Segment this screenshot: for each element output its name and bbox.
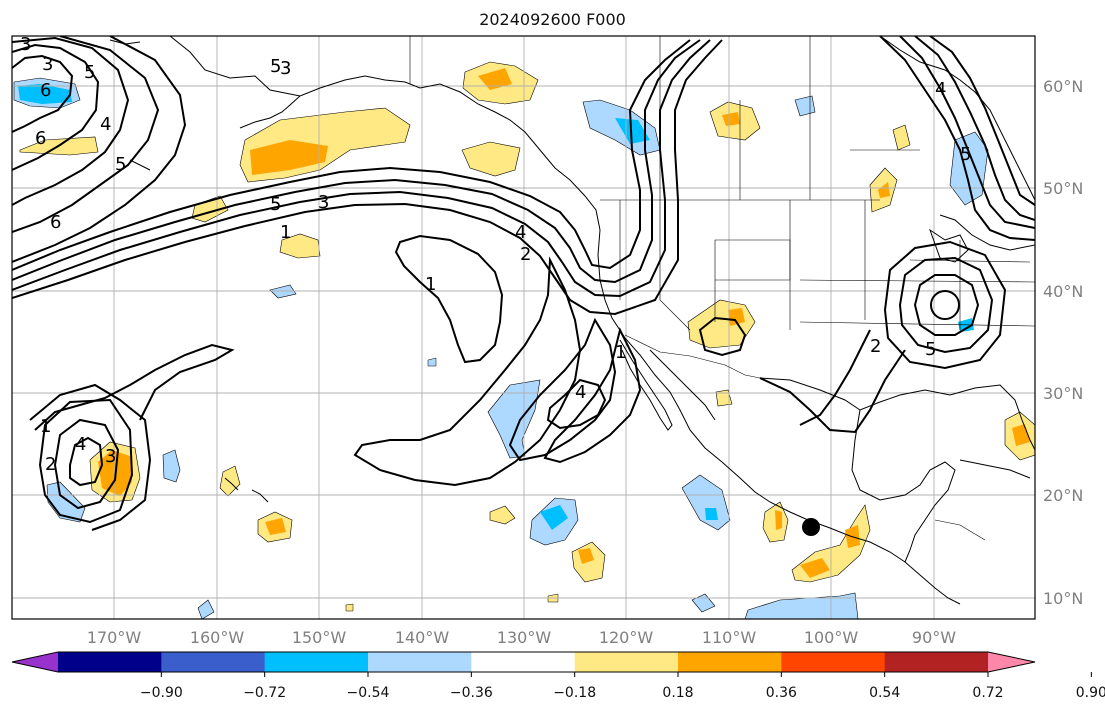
- svg-text:1: 1: [280, 222, 291, 243]
- svg-text:4: 4: [100, 114, 111, 135]
- lat-label-60: 60°N: [1043, 77, 1083, 96]
- svg-text:4: 4: [575, 382, 586, 403]
- colorbar-tick-label: −0.90: [140, 685, 183, 701]
- colorbar-tick-label: 0.72: [972, 685, 1003, 701]
- colorbar-tick-label: −0.18: [553, 685, 596, 701]
- lon-label-140: 140°W: [395, 628, 450, 647]
- lon-label-110: 110°W: [702, 628, 757, 647]
- lon-label-120: 120°W: [599, 628, 654, 647]
- lon-label-150: 150°W: [292, 628, 347, 647]
- svg-text:5: 5: [960, 144, 971, 165]
- svg-text:4: 4: [75, 434, 86, 455]
- svg-text:6: 6: [35, 128, 46, 149]
- lon-label-170: 170°W: [87, 628, 142, 647]
- svg-text:5: 5: [270, 56, 281, 77]
- colorbar-tick-label: −0.36: [450, 685, 493, 701]
- latitude-labels: 60°N 50°N 40°N 30°N 20°N 10°N: [1043, 77, 1083, 608]
- svg-text:3: 3: [42, 54, 53, 75]
- lat-label-30: 30°N: [1043, 384, 1083, 403]
- graticule: [12, 36, 1035, 619]
- svg-text:2: 2: [870, 336, 881, 357]
- colorbar-outline: [11, 651, 1036, 673]
- colorbar-tick-label: 0.18: [662, 685, 693, 701]
- colorbar-segment: [781, 652, 886, 672]
- svg-text:5: 5: [925, 339, 936, 360]
- storm-position-dot: [802, 518, 820, 536]
- map-frame: [11, 35, 1036, 620]
- positive-shading: [19, 61, 1035, 612]
- colorbar-extend-low: [12, 652, 58, 672]
- colorbar-tick-label: −0.54: [347, 685, 390, 701]
- lat-label-20: 20°N: [1043, 486, 1083, 505]
- colorbar-segment: [161, 652, 266, 672]
- lon-label-100: 100°W: [804, 628, 859, 647]
- colorbar-segment: [368, 652, 472, 672]
- coastlines: [109, 36, 1035, 605]
- colorbar-tick-label: 0.36: [766, 685, 797, 701]
- svg-text:3: 3: [318, 192, 329, 213]
- colorbar-segment: [574, 652, 679, 672]
- svg-text:6: 6: [40, 80, 51, 101]
- colorbar-tick-label: −0.72: [243, 685, 286, 701]
- svg-text:4: 4: [935, 79, 946, 100]
- svg-text:3: 3: [105, 446, 116, 467]
- svg-text:5: 5: [84, 62, 95, 83]
- colorbar-extend-high: [988, 652, 1035, 672]
- svg-text:6: 6: [50, 212, 61, 233]
- colorbar-tick-label: 0.54: [869, 685, 900, 701]
- lat-label-10: 10°N: [1043, 589, 1083, 608]
- colorbar: −0.90 −0.72 −0.54 −0.36 −0.18 0.18 0.36 0.54 0.7…: [11, 651, 1105, 701]
- colorbar-segment: [678, 652, 782, 672]
- colorbar-segment: [884, 652, 989, 672]
- colorbar-tick-label: 0.90: [1076, 685, 1105, 701]
- contours: [12, 36, 1035, 531]
- svg-text:1: 1: [615, 342, 626, 363]
- page-title: 2024092600 F000: [479, 10, 626, 29]
- svg-text:2: 2: [520, 244, 531, 265]
- colorbar-segment: [471, 652, 576, 672]
- lon-label-90: 90°W: [912, 628, 956, 647]
- svg-text:1: 1: [40, 416, 51, 437]
- lon-label-160: 160°W: [190, 628, 245, 647]
- contour-labels: 3 5 6 4 5 6 5 3 6 5 3 1 1 4 2 4 4 1 3 2 …: [20, 34, 971, 475]
- lat-label-50: 50°N: [1043, 179, 1083, 198]
- svg-text:3: 3: [280, 58, 291, 79]
- colorbar-segment: [264, 652, 369, 672]
- svg-text:1: 1: [425, 274, 436, 295]
- colorbar-segment: [58, 652, 162, 672]
- map-panel: 3 5 6 4 5 6 5 3 6 5 3 1 1 4 2 4 4 1 3 2 …: [12, 34, 1035, 619]
- svg-text:3: 3: [20, 34, 31, 55]
- svg-text:5: 5: [270, 194, 281, 215]
- lon-label-130: 130°W: [497, 628, 552, 647]
- svg-text:2: 2: [45, 454, 56, 475]
- lat-label-40: 40°N: [1043, 282, 1083, 301]
- longitude-labels: 170°W 160°W 150°W 140°W 130°W 120°W 110°…: [87, 628, 956, 647]
- negative-shading: [13, 77, 989, 619]
- svg-text:5: 5: [115, 154, 126, 175]
- svg-text:4: 4: [515, 222, 526, 243]
